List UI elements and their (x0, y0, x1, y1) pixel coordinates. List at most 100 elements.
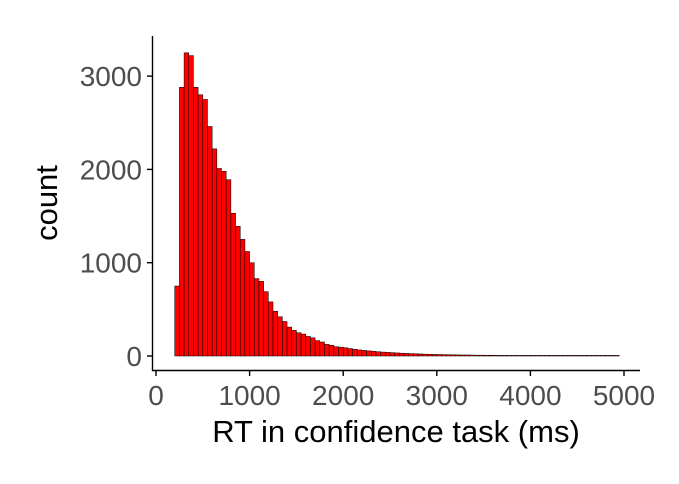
histogram-bar (422, 353, 428, 357)
histogram-bar (455, 354, 461, 357)
histogram-bar (511, 355, 517, 357)
histogram-bar (352, 349, 358, 357)
histogram-bar (534, 355, 541, 357)
histogram-bar (225, 179, 232, 357)
histogram-bar (268, 301, 274, 357)
histogram-bar (328, 345, 335, 357)
histogram-bar (366, 350, 372, 357)
histogram-bar (380, 351, 386, 357)
histogram-bar (305, 336, 311, 357)
histogram-bar (193, 87, 199, 357)
histogram-bar (333, 346, 339, 357)
histogram-bar (286, 326, 292, 357)
histogram-bar (183, 52, 190, 357)
histogram-bar (502, 355, 508, 357)
histogram-bar (356, 349, 363, 357)
histogram-bar (221, 171, 227, 357)
histogram-bar (347, 348, 353, 357)
histogram-bar (258, 281, 264, 357)
histogram-bar (413, 353, 419, 357)
histogram-bar (310, 337, 316, 357)
x-tick-label: 3000 (406, 380, 468, 411)
histogram-bar (375, 351, 381, 357)
y-tick-label: 3000 (80, 61, 142, 92)
histogram-bar (277, 316, 283, 357)
histogram-bar (385, 352, 391, 357)
histogram-bar (263, 291, 269, 357)
histogram-bar (600, 355, 606, 357)
histogram-bar (431, 354, 438, 357)
histogram-bar (525, 355, 531, 357)
histogram-bar (473, 354, 480, 357)
histogram-bar (249, 262, 255, 357)
x-tick-label: 2000 (312, 380, 374, 411)
histogram-bar (197, 94, 204, 357)
histogram-bar (506, 355, 512, 357)
histogram-bar (361, 350, 367, 357)
histogram-bar (319, 341, 325, 357)
y-tick-label: 1000 (80, 248, 142, 279)
histogram-bar (235, 226, 241, 357)
histogram-bar (605, 355, 611, 357)
histogram-bar (595, 355, 601, 357)
histogram-bar (436, 354, 442, 357)
histogram-bar (239, 239, 246, 357)
histogram-bar (478, 354, 484, 357)
x-axis-ticks: 0 1000 2000 3000 4000 5000 (148, 371, 655, 411)
histogram-bar (492, 355, 498, 357)
histogram-bar (342, 347, 349, 357)
histogram-bar (296, 332, 302, 357)
histogram-bar (207, 126, 213, 357)
histogram-bar (188, 55, 194, 357)
histogram-bar (548, 355, 555, 357)
histogram-bar (202, 99, 208, 357)
histogram-bar (291, 330, 297, 357)
histogram-bar (567, 355, 573, 357)
histogram-bar (300, 333, 307, 357)
histogram-bar (590, 355, 597, 357)
x-axis-title: RT in confidence task (ms) (212, 414, 580, 449)
x-tick-label: 1000 (218, 380, 280, 411)
histogram-bar (614, 355, 620, 357)
x-tick-label: 0 (148, 380, 164, 411)
histogram-bar (417, 353, 424, 357)
histogram-bar (497, 355, 503, 357)
histogram-bar (441, 354, 447, 357)
histogram-bar (469, 354, 475, 357)
histogram-bar (399, 352, 405, 357)
y-axis-ticks: 0 1000 2000 3000 (80, 61, 152, 372)
histogram-bar (427, 353, 433, 357)
histogram-bar (553, 355, 559, 357)
histogram-bar (174, 285, 180, 357)
histogram-bar (539, 355, 545, 357)
histogram-bar (586, 355, 592, 357)
histogram-bar (230, 213, 236, 357)
histogram-bar (572, 355, 578, 357)
histogram-bar (408, 353, 414, 357)
histogram-bars (174, 52, 620, 357)
histogram-bar (609, 355, 615, 357)
histogram-bar (562, 355, 569, 357)
histogram-bar (516, 355, 522, 357)
histogram-bar (314, 340, 321, 357)
y-tick-label: 0 (126, 341, 142, 372)
x-tick-label: 4000 (499, 380, 561, 411)
histogram-bar (459, 354, 466, 357)
histogram-bar (282, 321, 288, 357)
histogram-bar (179, 87, 185, 357)
histogram-bar (324, 344, 330, 357)
x-tick-label: 5000 (593, 380, 655, 411)
histogram-bar (371, 351, 377, 357)
histogram-bar (338, 346, 344, 357)
histogram-bar (576, 355, 583, 357)
histogram-bar (520, 355, 526, 357)
histogram-bar (450, 354, 456, 357)
histogram-bar (558, 355, 564, 357)
histogram-bar (464, 354, 470, 357)
histogram-bar (272, 310, 278, 357)
histogram-bar (530, 355, 536, 357)
histogram-bar (581, 355, 587, 357)
histogram-bar (244, 251, 250, 357)
histogram-bar (254, 278, 260, 357)
